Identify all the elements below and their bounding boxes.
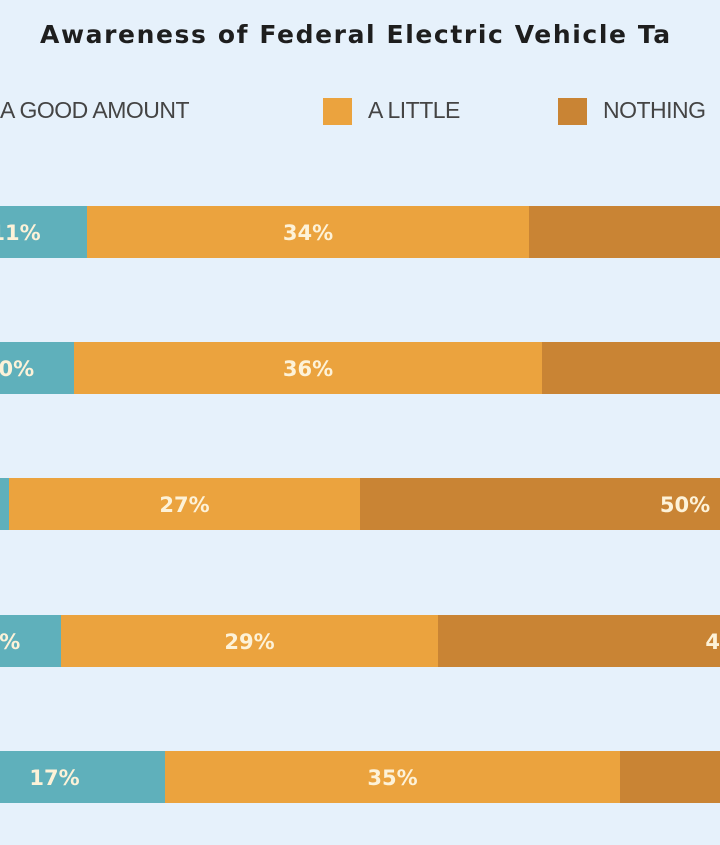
bar-nothing-4 bbox=[438, 615, 720, 667]
bar-good-amount-2 bbox=[0, 342, 74, 394]
chart-title: Awareness of Federal Electric Vehicle Ta bbox=[40, 20, 672, 49]
data-label-good-amount-4: 9% bbox=[0, 630, 20, 654]
data-label-a-little-2: 36% bbox=[283, 357, 333, 381]
bar-nothing-2 bbox=[542, 342, 720, 394]
bar-good-amount-3 bbox=[0, 478, 9, 530]
bar-a-little-1 bbox=[87, 206, 529, 258]
bar-good-amount-5 bbox=[0, 751, 165, 803]
bar-nothing-3 bbox=[360, 478, 720, 530]
bar-a-little-2 bbox=[74, 342, 542, 394]
bar-nothing-1 bbox=[529, 206, 720, 258]
data-label-nothing-4: 45% bbox=[705, 630, 720, 654]
data-label-nothing-3: 50% bbox=[660, 493, 710, 517]
data-label-a-little-5: 35% bbox=[367, 766, 417, 790]
bar-a-little-3 bbox=[9, 478, 360, 530]
legend-label-good-amount: A GOOD AMOUNT bbox=[0, 97, 190, 123]
bar-nothing-5 bbox=[620, 751, 720, 803]
legend-swatch-a-little bbox=[323, 98, 352, 125]
bar-good-amount-4 bbox=[0, 615, 61, 667]
data-label-good-amount-1: 11% bbox=[0, 221, 41, 245]
data-label-good-amount-2: 10% bbox=[0, 357, 34, 381]
data-label-a-little-3: 27% bbox=[159, 493, 209, 517]
data-label-a-little-4: 29% bbox=[224, 630, 274, 654]
bar-a-little-5 bbox=[165, 751, 620, 803]
data-label-good-amount-5: 17% bbox=[29, 766, 79, 790]
data-label-a-little-1: 34% bbox=[283, 221, 333, 245]
legend-swatch-nothing bbox=[558, 98, 587, 125]
bar-good-amount-1 bbox=[0, 206, 87, 258]
legend-label-a-little: A LITTLE bbox=[368, 97, 460, 123]
legend-label-nothing: NOTHING bbox=[603, 97, 706, 123]
bar-a-little-4 bbox=[61, 615, 438, 667]
